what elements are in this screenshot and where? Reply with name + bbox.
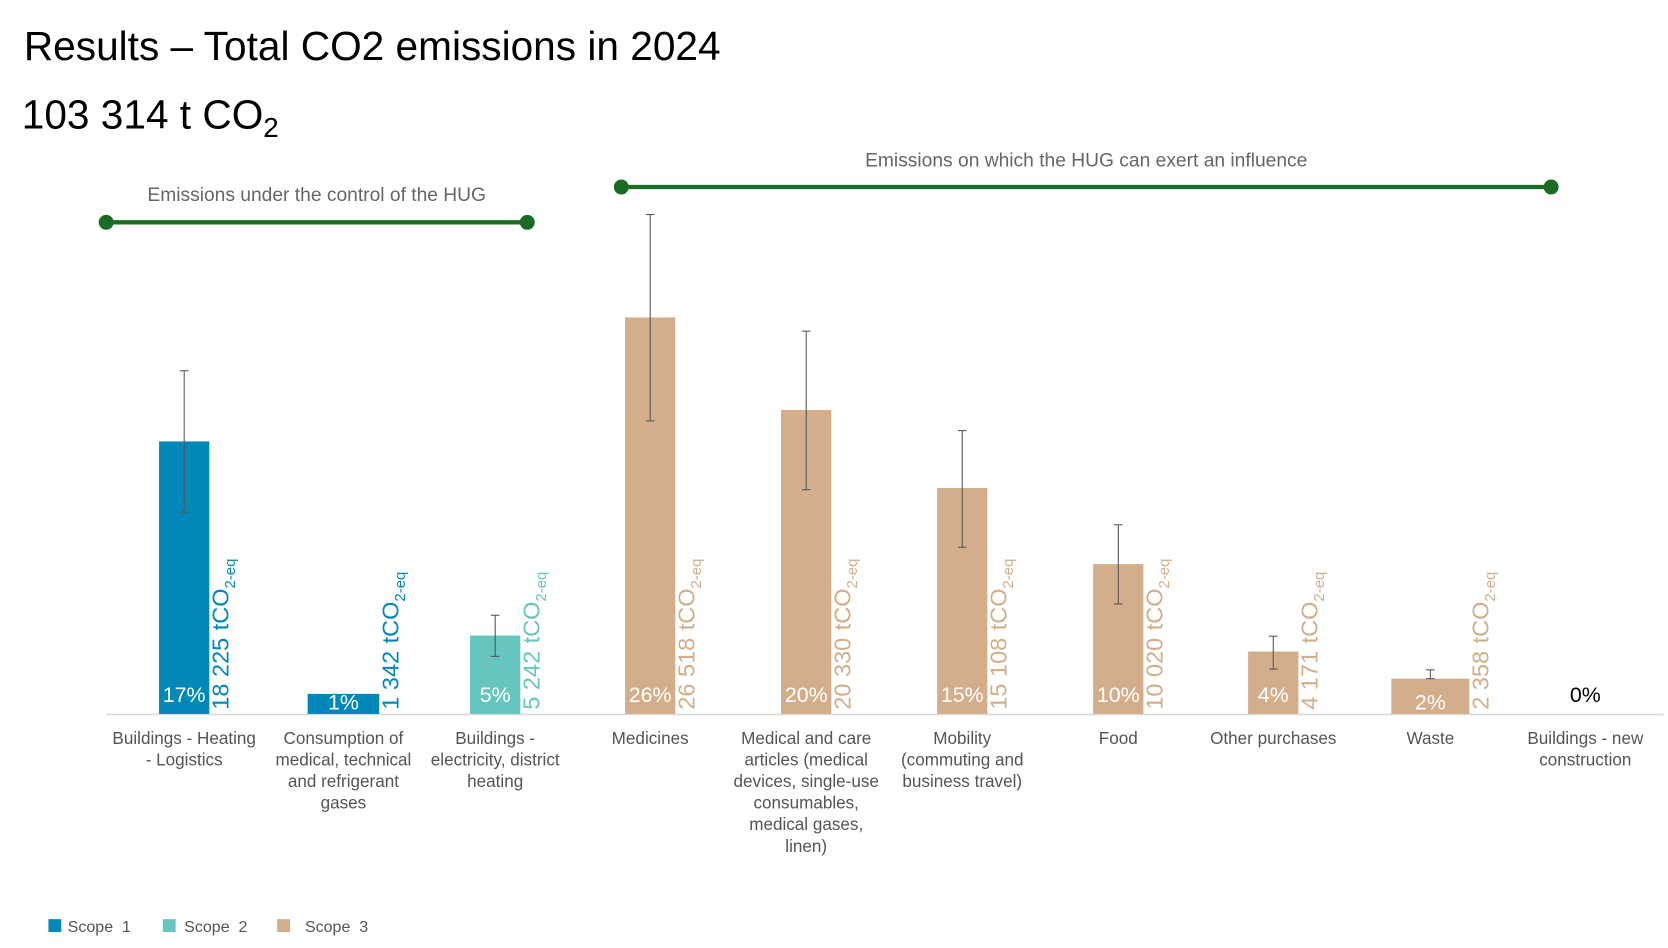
bar — [307, 693, 380, 714]
value-number: 4 171 — [1297, 651, 1323, 710]
bracket-end-dot — [1543, 179, 1559, 195]
category-label: construction — [1539, 750, 1631, 769]
category-label: Consumption of — [284, 729, 404, 748]
percent-label: 1% — [328, 691, 359, 715]
category-label: devices, single-use — [734, 772, 879, 791]
bar — [1391, 678, 1470, 714]
category-label: heating — [467, 772, 523, 791]
group-label: Emissions under the control of the HUG — [147, 185, 486, 206]
category-label: (commuting and — [901, 750, 1024, 769]
category-label: Buildings - — [455, 729, 535, 748]
value-unit-subscript: 2-eq — [1482, 572, 1499, 602]
category-label: medical gases, — [749, 815, 863, 834]
category-label: linen) — [785, 837, 827, 856]
value-unit: tCO — [1142, 589, 1168, 631]
legend-label-scope-2: Scope 2 — [184, 918, 247, 936]
value-unit: tCO — [208, 589, 234, 631]
percent-label: 26% — [629, 683, 672, 707]
value-label: 2 358 tCO2-eq — [1468, 572, 1499, 710]
total-emissions: 103 314 t CO2 — [22, 91, 279, 143]
category-label: articles (medical — [744, 750, 868, 769]
value-number: 15 108 — [986, 638, 1012, 710]
percent-label: 20% — [785, 683, 828, 707]
plot-area: Emissions under the control of the HUG Em… — [48, 151, 1664, 936]
value-unit: tCO — [1468, 602, 1494, 644]
category-label: and refrigerant — [288, 772, 399, 791]
value-label: 18 225 tCO2-eq — [208, 559, 239, 710]
value-label: 10 020 tCO2-eq — [1142, 559, 1173, 710]
percent-label: 5% — [480, 683, 511, 707]
legend-label-scope-1: Scope 1 — [68, 918, 131, 936]
category-label: medical, technical — [275, 750, 411, 769]
category-label: Mobility — [933, 729, 991, 748]
category-label: Buildings - Heating — [112, 729, 255, 748]
category-label: Waste — [1406, 729, 1454, 748]
category-label: Medical and care — [741, 729, 871, 748]
bracket-end-dot — [613, 179, 629, 195]
value-number: 18 225 — [208, 638, 234, 710]
percent-label: 2% — [1415, 691, 1446, 715]
percent-label: 10% — [1097, 683, 1140, 707]
value-label: 4 171 tCO2-eq — [1297, 572, 1328, 710]
category-label: - Logistics — [146, 750, 223, 769]
value-unit: tCO — [377, 602, 403, 644]
total-value: 103 314 t CO — [22, 91, 264, 137]
value-unit-subscript: 2-eq — [688, 559, 705, 589]
value-unit: tCO — [1297, 602, 1323, 644]
legend-swatch-scope-3 — [277, 919, 290, 932]
legend-swatch-scope-2 — [162, 919, 176, 932]
value-unit: tCO — [986, 589, 1012, 631]
value-number: 26 518 — [674, 638, 700, 710]
total-subscript: 2 — [263, 112, 278, 143]
value-number: 20 330 — [830, 638, 856, 710]
value-label: 1 342 tCO2-eq — [377, 572, 408, 710]
value-unit: tCO — [519, 602, 545, 644]
category-label: Food — [1099, 729, 1138, 748]
percent-label: 4% — [1258, 683, 1289, 707]
page-title: Results – Total CO2 emissions in 2024 — [24, 23, 721, 69]
percent-label: 15% — [941, 683, 984, 707]
category-label: gases — [321, 794, 367, 813]
value-unit-subscript: 2-eq — [533, 572, 550, 602]
group-label: Emissions on which the HUG can exert an … — [865, 151, 1307, 172]
value-label: 5 242 tCO2-eq — [519, 572, 550, 710]
category-label: Other purchases — [1210, 729, 1336, 748]
value-number: 1 342 — [377, 651, 403, 710]
value-label: 20 330 tCO2-eq — [830, 559, 861, 710]
legend-swatch-scope-1 — [48, 919, 62, 932]
bracket-end-dot — [519, 214, 535, 230]
category-label: Buildings - new — [1527, 729, 1644, 748]
value-unit-subscript: 2-eq — [222, 559, 239, 589]
percent-label: 17% — [163, 683, 206, 707]
value-unit: tCO — [830, 589, 856, 631]
value-unit-subscript: 2-eq — [392, 572, 409, 602]
value-number: 5 242 — [519, 651, 545, 710]
percent-label: 0% — [1570, 683, 1601, 707]
value-unit-subscript: 2-eq — [1156, 559, 1173, 589]
value-number: 2 358 — [1468, 651, 1494, 710]
category-label: Medicines — [612, 729, 689, 748]
value-label: 15 108 tCO2-eq — [986, 559, 1017, 710]
value-unit-subscript: 2-eq — [844, 559, 861, 589]
value-unit-subscript: 2-eq — [1311, 572, 1328, 602]
bracket-end-dot — [98, 214, 114, 230]
category-label: consumables, — [753, 794, 858, 813]
legend-label-scope-3: Scope 3 — [305, 918, 368, 936]
value-number: 10 020 — [1142, 638, 1168, 710]
value-label: 26 518 tCO2-eq — [674, 559, 705, 710]
value-unit-subscript: 2-eq — [1000, 559, 1017, 589]
category-label: business travel) — [902, 772, 1022, 791]
value-unit: tCO — [674, 589, 700, 631]
category-label: electricity, district — [431, 750, 560, 769]
